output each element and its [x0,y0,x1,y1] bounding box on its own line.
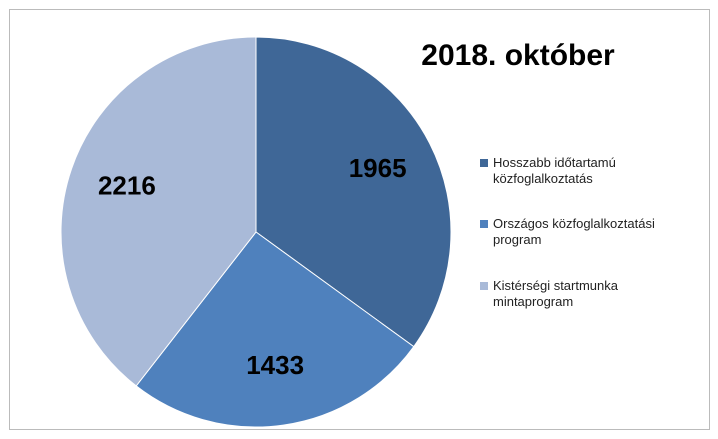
legend-label: Hosszabb időtartamú közfoglalkoztatás [493,155,616,186]
legend-label: Kistérségi startmunka mintaprogram [493,278,618,309]
chart-title: 2018. október [421,39,615,72]
legend-item: Kistérségi startmunka mintaprogram [480,278,673,310]
pie-slice [60,36,257,387]
legend-item: Országos közfoglalkoztatási program [480,216,673,248]
legend-swatch [480,220,488,228]
data-label: 1965 [349,153,407,183]
data-label: 2216 [98,171,156,201]
pie-slice [255,36,452,348]
legend-item: Hosszabb időtartamú közfoglalkoztatás [480,155,673,187]
frame [9,9,710,430]
data-label: 1433 [246,350,304,380]
pie-slice [135,231,415,428]
legend-swatch [480,159,488,167]
legend-label: Országos közfoglalkoztatási program [493,216,655,247]
legend-swatch [480,282,488,290]
